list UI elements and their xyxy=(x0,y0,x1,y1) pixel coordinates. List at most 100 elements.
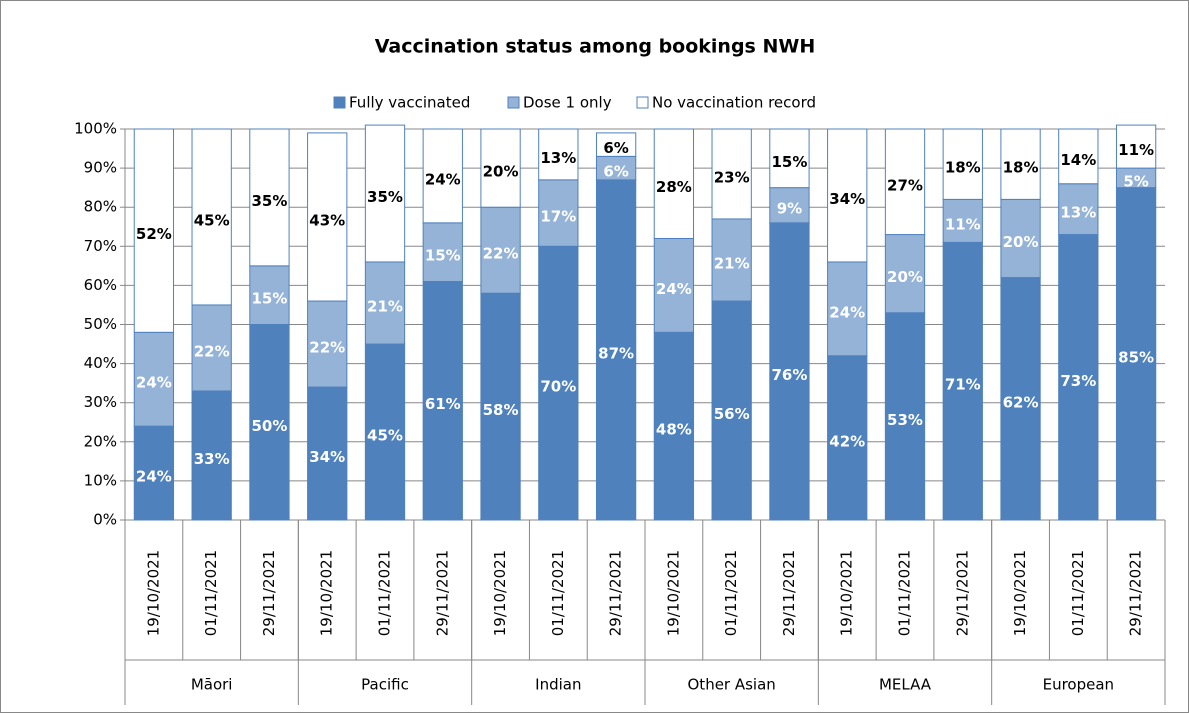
x-tick-label: 01/11/2021 xyxy=(376,550,394,636)
bar-segment xyxy=(307,300,348,388)
x-tick-label: 01/11/2021 xyxy=(722,550,740,636)
x-tick-label: 29/11/2021 xyxy=(433,550,451,636)
y-tick-label: 100% xyxy=(74,120,117,138)
group-label: MELAA xyxy=(879,676,932,694)
data-label: 20% xyxy=(887,268,923,286)
x-tick-label: 19/10/2021 xyxy=(838,550,856,636)
group-label: Indian xyxy=(535,676,581,694)
data-label: 71% xyxy=(945,376,981,394)
bar-segment xyxy=(307,132,348,302)
bar-segment xyxy=(653,237,695,333)
data-label: 22% xyxy=(483,245,519,263)
x-tick-label: 19/10/2021 xyxy=(664,550,682,636)
group-label: Pacific xyxy=(361,676,409,694)
data-label: 34% xyxy=(829,190,865,208)
data-label: 24% xyxy=(136,374,172,392)
y-tick-label: 80% xyxy=(84,198,117,216)
data-label: 18% xyxy=(945,159,981,177)
data-label: 11% xyxy=(945,215,981,233)
data-label: 24% xyxy=(829,303,865,321)
y-tick-label: 60% xyxy=(84,276,117,294)
bar-segment xyxy=(422,280,463,521)
bar-segment xyxy=(249,324,290,521)
data-label: 17% xyxy=(540,208,576,226)
bar-segment xyxy=(653,128,695,239)
data-label: 21% xyxy=(714,254,750,272)
y-tick-label: 70% xyxy=(84,237,117,255)
data-label: 73% xyxy=(1060,372,1096,390)
legend-swatch xyxy=(636,96,649,109)
data-label: 15% xyxy=(425,247,461,265)
bar-segment xyxy=(769,128,810,189)
bar-segment xyxy=(364,343,406,521)
bar-segment xyxy=(711,128,752,220)
data-label: 87% xyxy=(598,344,634,362)
bar-segment xyxy=(364,124,406,263)
data-label: 13% xyxy=(1060,204,1096,222)
data-label: 15% xyxy=(251,290,287,308)
x-tick-label: 01/11/2021 xyxy=(896,550,914,636)
bar-segment xyxy=(191,304,232,392)
data-label: 24% xyxy=(656,280,692,298)
bar-segment xyxy=(595,179,637,521)
data-label: 85% xyxy=(1118,348,1154,366)
data-label: 20% xyxy=(1003,233,1039,251)
data-label: 61% xyxy=(425,395,461,413)
group-label: Māori xyxy=(191,676,233,694)
data-label: 6% xyxy=(603,139,628,157)
y-tick-label: 40% xyxy=(84,354,117,372)
bar-segment xyxy=(422,222,463,282)
y-tick-label: 10% xyxy=(84,471,117,489)
data-label: 53% xyxy=(887,411,923,429)
bar-segment xyxy=(307,386,348,521)
legend-label: Dose 1 only xyxy=(523,94,612,112)
data-label: 56% xyxy=(714,405,750,423)
bar-segment xyxy=(133,425,175,521)
bar-segment xyxy=(538,179,579,247)
x-tick-label: 29/11/2021 xyxy=(780,550,798,636)
data-label: 13% xyxy=(540,149,576,167)
chart-title: Vaccination status among bookings NWH xyxy=(375,36,816,58)
bar-segment xyxy=(249,128,290,267)
data-label: 50% xyxy=(251,417,287,435)
bar-segment xyxy=(480,128,521,208)
data-label: 33% xyxy=(194,450,230,468)
bar-segment xyxy=(480,292,521,521)
x-tick-label: 19/10/2021 xyxy=(1011,550,1029,636)
data-label: 28% xyxy=(656,178,692,196)
data-label: 35% xyxy=(367,188,403,206)
data-label: 70% xyxy=(540,378,576,396)
bar-segment xyxy=(538,128,579,181)
data-label: 22% xyxy=(194,342,230,360)
data-label: 11% xyxy=(1118,141,1154,159)
y-tick-label: 0% xyxy=(93,511,117,529)
bar-segment xyxy=(827,128,868,263)
bar-segment xyxy=(1115,124,1157,169)
bar-segment xyxy=(942,128,983,200)
x-tick-label: 01/11/2021 xyxy=(549,550,567,636)
x-tick-label: 29/11/2021 xyxy=(953,550,971,636)
x-tick-label: 01/11/2021 xyxy=(1069,550,1087,636)
bar-segment xyxy=(884,312,926,521)
data-label: 9% xyxy=(777,200,802,218)
group-label: European xyxy=(1043,676,1114,694)
data-label: 62% xyxy=(1003,393,1039,411)
data-label: 14% xyxy=(1060,151,1096,169)
x-tick-label: 29/11/2021 xyxy=(1127,550,1145,636)
data-label: 15% xyxy=(771,153,807,171)
bar-segment xyxy=(711,218,752,302)
bar-segment xyxy=(884,128,926,236)
bar-segment xyxy=(769,187,810,224)
data-label: 52% xyxy=(136,225,172,243)
bar-segment xyxy=(191,390,232,521)
x-tick-label: 29/11/2021 xyxy=(607,550,625,636)
y-tick-label: 30% xyxy=(84,393,117,411)
legend-swatch xyxy=(507,96,520,109)
x-tick-label: 19/10/2021 xyxy=(318,550,336,636)
data-label: 5% xyxy=(1123,172,1148,190)
x-tick-label: 01/11/2021 xyxy=(202,550,220,636)
bar-segment xyxy=(1058,234,1099,521)
data-label: 45% xyxy=(367,427,403,445)
data-label: 48% xyxy=(656,421,692,439)
y-tick-label: 20% xyxy=(84,432,117,450)
